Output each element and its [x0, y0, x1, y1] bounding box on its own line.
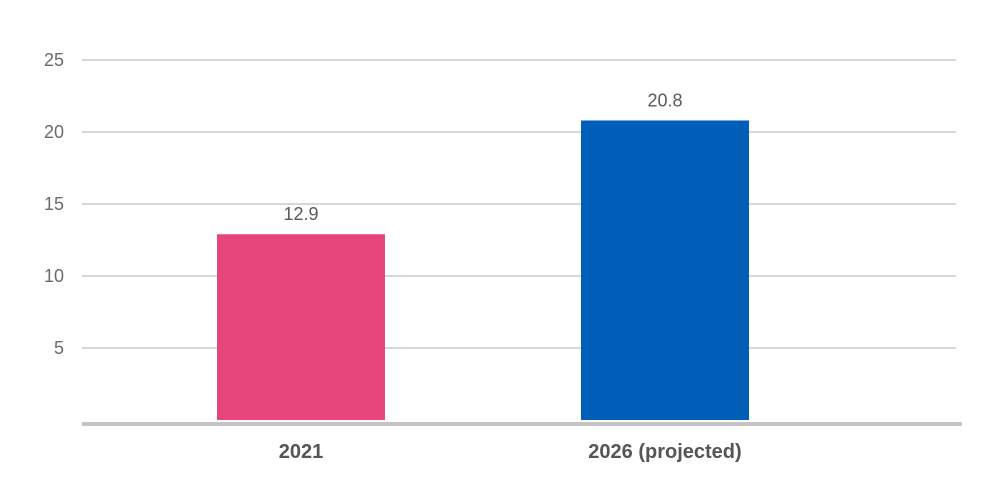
data-label-0: 12.9	[283, 204, 318, 224]
y-tick-label-10: 10	[44, 266, 64, 286]
data-label-1: 20.8	[647, 90, 682, 110]
x-axis-category-labels: 2021 2026 (projected)	[279, 441, 742, 463]
category-label-0: 2021	[279, 441, 324, 463]
y-tick-label-20: 20	[44, 122, 64, 142]
data-labels: 12.9 20.8	[283, 90, 682, 224]
y-tick-label-5: 5	[54, 338, 64, 358]
bar-0	[217, 234, 385, 420]
bar-1	[581, 120, 749, 420]
category-label-1: 2026 (projected)	[588, 441, 741, 463]
gridlines	[82, 59, 956, 349]
y-tick-label-15: 15	[44, 194, 64, 214]
y-axis-tick-labels: 5 10 15 20 25	[44, 50, 64, 358]
y-tick-label-25: 25	[44, 50, 64, 70]
bars	[217, 120, 749, 420]
